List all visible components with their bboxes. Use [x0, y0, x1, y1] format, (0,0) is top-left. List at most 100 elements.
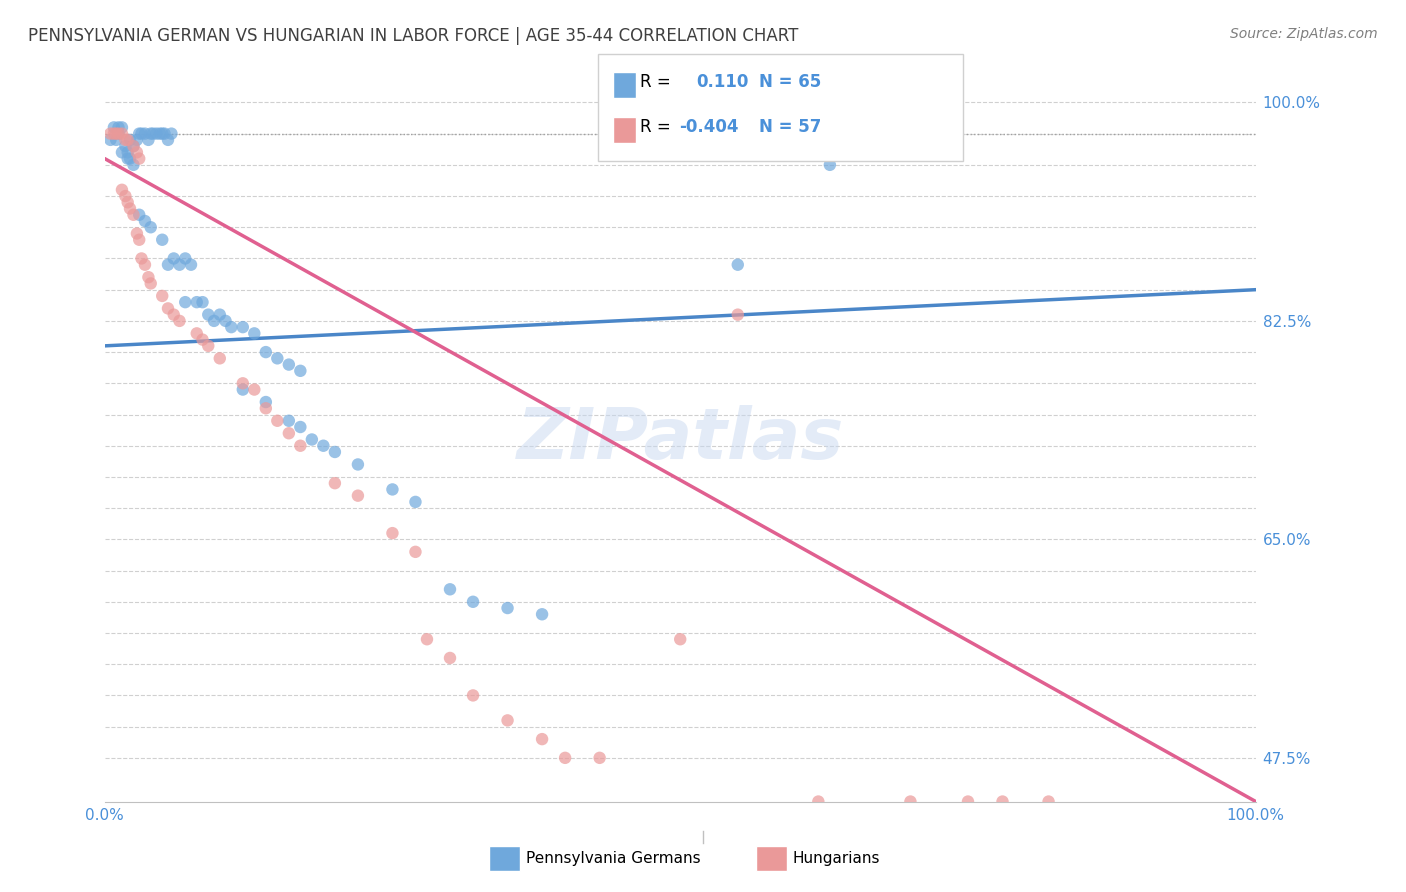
Point — [186, 326, 208, 341]
Point — [114, 189, 136, 203]
Point — [150, 233, 173, 247]
Point — [191, 333, 214, 347]
Point — [153, 127, 176, 141]
Point — [496, 714, 519, 728]
Point — [134, 127, 156, 141]
Point — [254, 395, 277, 409]
Point — [818, 158, 841, 172]
Point — [134, 258, 156, 272]
Point — [134, 214, 156, 228]
Point — [117, 152, 139, 166]
Point — [439, 651, 461, 665]
Point — [404, 545, 426, 559]
Point — [128, 152, 150, 166]
Point — [347, 458, 370, 472]
Point — [214, 314, 236, 328]
Point — [727, 308, 749, 322]
Point — [122, 158, 145, 172]
Point — [186, 295, 208, 310]
Point — [128, 233, 150, 247]
Point — [169, 258, 191, 272]
Point — [114, 139, 136, 153]
Point — [100, 133, 122, 147]
Point — [232, 376, 254, 391]
Point — [138, 133, 160, 147]
Point — [174, 252, 197, 266]
Point — [117, 145, 139, 160]
Point — [122, 208, 145, 222]
Text: R =: R = — [640, 118, 671, 136]
Point — [347, 489, 370, 503]
Point — [991, 795, 1014, 809]
Point — [117, 133, 139, 147]
Point — [125, 227, 148, 241]
Point — [221, 320, 243, 334]
Text: ZIPatlas: ZIPatlas — [516, 405, 844, 474]
Point — [900, 795, 922, 809]
Point — [160, 127, 183, 141]
Point — [202, 314, 225, 328]
Point — [139, 277, 162, 291]
Point — [807, 795, 830, 809]
Point — [277, 426, 299, 441]
Point — [232, 383, 254, 397]
Point — [128, 127, 150, 141]
Point — [111, 120, 134, 135]
Point — [290, 420, 312, 434]
Point — [100, 127, 122, 141]
Point — [111, 145, 134, 160]
Point — [301, 433, 323, 447]
Point — [842, 851, 865, 865]
Point — [439, 582, 461, 597]
Point — [232, 320, 254, 334]
Point — [461, 595, 484, 609]
Point — [131, 252, 153, 266]
Point — [208, 308, 231, 322]
Point — [416, 632, 439, 647]
Point — [111, 183, 134, 197]
Point — [197, 308, 219, 322]
Point — [323, 476, 346, 491]
Text: PENNSYLVANIA GERMAN VS HUNGARIAN IN LABOR FORCE | AGE 35-44 CORRELATION CHART: PENNSYLVANIA GERMAN VS HUNGARIAN IN LABO… — [28, 27, 799, 45]
Point — [174, 295, 197, 310]
Point — [117, 195, 139, 210]
Point — [145, 127, 167, 141]
Point — [531, 607, 554, 622]
Point — [323, 445, 346, 459]
Point — [122, 139, 145, 153]
Point — [131, 127, 153, 141]
Point — [531, 732, 554, 747]
Point — [125, 145, 148, 160]
Point — [243, 383, 266, 397]
Point — [163, 252, 186, 266]
Text: R =: R = — [640, 73, 671, 91]
Point — [122, 139, 145, 153]
Point — [156, 301, 179, 316]
Point — [149, 127, 172, 141]
Point — [156, 258, 179, 272]
Point — [163, 308, 186, 322]
Text: N = 65: N = 65 — [759, 73, 821, 91]
Point — [105, 133, 128, 147]
Point — [156, 133, 179, 147]
Text: 0.110: 0.110 — [696, 73, 748, 91]
Point — [381, 526, 404, 541]
Text: -0.404: -0.404 — [679, 118, 738, 136]
Point — [105, 127, 128, 141]
Point — [169, 314, 191, 328]
Text: Hungarians: Hungarians — [793, 852, 880, 866]
Point — [381, 483, 404, 497]
Point — [277, 414, 299, 428]
Point — [876, 851, 898, 865]
Point — [142, 127, 165, 141]
Point — [111, 127, 134, 141]
Point — [1038, 795, 1060, 809]
Point — [103, 127, 125, 141]
Point — [118, 202, 141, 216]
Point — [404, 495, 426, 509]
Point — [461, 689, 484, 703]
Point — [312, 439, 335, 453]
Point — [118, 133, 141, 147]
Text: Source: ZipAtlas.com: Source: ZipAtlas.com — [1230, 27, 1378, 41]
Point — [191, 295, 214, 310]
